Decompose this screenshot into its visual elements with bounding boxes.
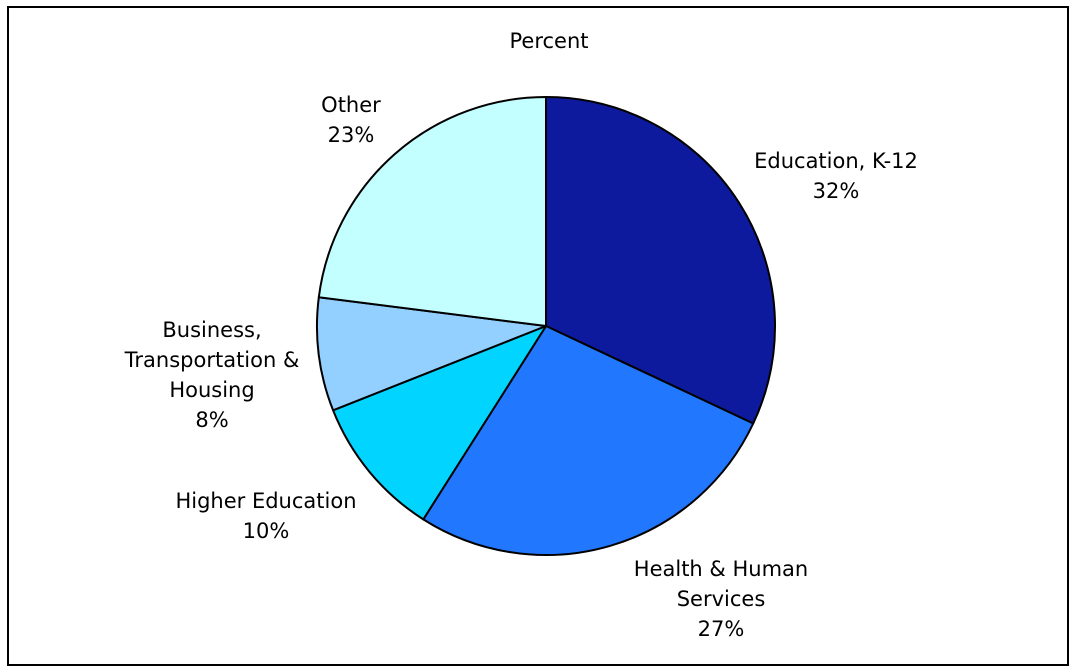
slice-value-other: 23% (328, 123, 375, 147)
pie-slice-health-human-services (422, 325, 755, 556)
pie-slice-education-k12 (545, 96, 776, 425)
slice-name-line: Transportation & (124, 348, 300, 372)
slice-name-line: Services (677, 587, 766, 611)
slice-label-education-k12: Education, K-12 32% (754, 149, 918, 203)
chart-title: Percent (509, 29, 588, 53)
slice-label-other: Other 23% (321, 93, 381, 147)
slice-value-higher-education: 10% (243, 519, 290, 543)
slice-name-line: Other (321, 93, 381, 117)
pie-slices (316, 96, 776, 556)
slice-name-line: Education, K-12 (754, 149, 918, 173)
slice-label-business-transportation-housing: Business, Transportation & Housing 8% (124, 318, 300, 432)
slice-name-line: Housing (169, 378, 254, 402)
pie-slice-business-transportation-housing (316, 296, 547, 412)
pie-slice-other (317, 96, 547, 327)
slice-name-line: Higher Education (175, 489, 356, 513)
slice-name-line: Health & Human (634, 557, 808, 581)
pie-labels: Education, K-12 32% Health & Human Services… (124, 93, 918, 641)
slice-value-education-k12: 32% (813, 179, 860, 203)
slice-value-health-human-services: 27% (698, 617, 745, 641)
pie-slice-higher-education (332, 325, 547, 521)
slice-label-health-human-services: Health & Human Services 27% (634, 557, 808, 641)
slice-label-higher-education: Higher Education 10% (175, 489, 356, 543)
slice-name-line: Business, (162, 318, 261, 342)
slice-value-business-transportation-housing: 8% (195, 408, 228, 432)
